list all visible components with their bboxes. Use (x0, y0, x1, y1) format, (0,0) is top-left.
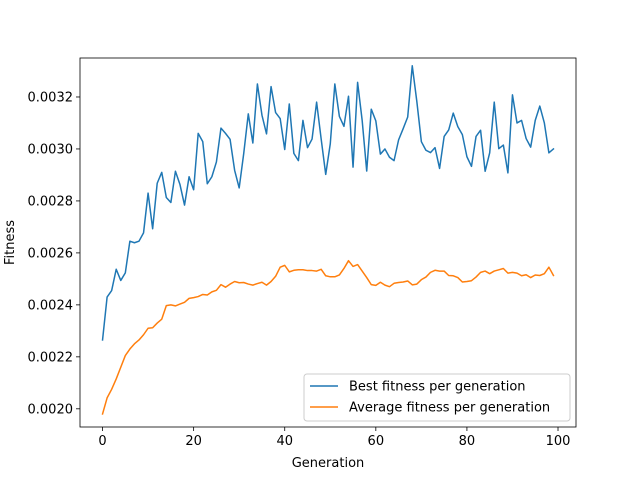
x-tick-label: 80 (459, 434, 476, 449)
plot-frame (79, 57, 577, 428)
y-tick-label: 0.0024 (28, 298, 74, 313)
legend-label-average: Average fitness per generation (349, 401, 550, 416)
y-tick-label: 0.0032 (28, 90, 74, 105)
y-tick-label: 0.0028 (28, 194, 74, 209)
y-tick-label: 0.0026 (28, 246, 74, 261)
x-tick-label: 60 (368, 434, 385, 449)
x-axis: 0 20 40 60 80 100 (98, 427, 570, 449)
series-line-best (101, 65, 555, 341)
x-tick-label: 20 (185, 434, 202, 449)
y-axis-label: Fitness (3, 220, 18, 265)
series-line-average (101, 259, 555, 415)
legend: Best fitness per generation Average fitn… (303, 373, 571, 422)
x-axis-label: Generation (292, 456, 365, 471)
y-tick-label: 0.0020 (28, 402, 74, 417)
y-tick-label: 0.0030 (28, 142, 74, 157)
plot-lines (101, 65, 555, 415)
legend-label-best: Best fitness per generation (349, 380, 526, 395)
legend-box (303, 373, 571, 422)
x-tick-label: 100 (546, 434, 571, 449)
y-axis: 0.0020 0.0022 0.0024 0.0026 0.0028 0.0030 0.00… (28, 90, 80, 417)
y-tick-label: 0.0022 (28, 350, 74, 365)
x-tick-label: 40 (276, 434, 293, 449)
x-tick-label: 0 (98, 434, 106, 449)
